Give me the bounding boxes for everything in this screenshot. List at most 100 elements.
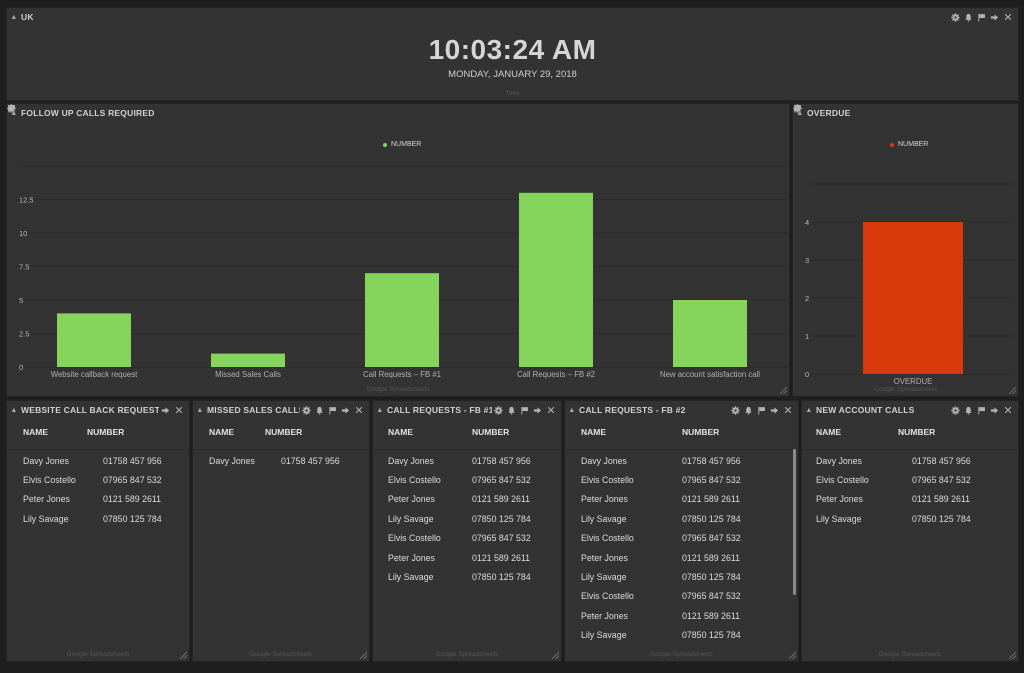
- arrow-right-icon[interactable]: [339, 404, 352, 416]
- panel-controls: [159, 404, 185, 416]
- bar: [365, 273, 439, 367]
- collapse-caret-icon[interactable]: ▲: [196, 406, 204, 414]
- gear-icon[interactable]: [729, 404, 742, 416]
- table-body: Davy Jones 01758 457 956 Elvis Costello 079…: [565, 451, 798, 645]
- flag-icon[interactable]: [326, 404, 339, 416]
- panel-title: NEW ACCOUNT CALLS: [816, 405, 915, 415]
- flag-icon[interactable]: [518, 404, 531, 416]
- contact-number: 0121 589 2611: [682, 494, 741, 505]
- arrow-right-icon[interactable]: [988, 11, 1001, 23]
- table-header: NAME NUMBER: [802, 427, 1018, 455]
- table-body: Davy Jones 01758 457 956: [193, 451, 369, 645]
- bar: [519, 192, 593, 367]
- collapse-caret-icon[interactable]: ▲: [10, 406, 18, 414]
- bar: [211, 353, 285, 367]
- y-tick-label: 4: [805, 218, 809, 227]
- panel-controls: [492, 404, 557, 416]
- table-row: Peter Jones 0121 589 2611: [802, 490, 1018, 509]
- close-icon[interactable]: [352, 404, 365, 416]
- resize-handle-icon[interactable]: [1009, 652, 1016, 659]
- legend-label: NUMBER: [898, 141, 929, 148]
- panel-header: ▲ FOLLOW UP CALLS REQUIRED: [7, 104, 789, 122]
- contact-name: Elvis Costello: [816, 475, 869, 486]
- contact-number: 07965 847 532: [472, 475, 531, 486]
- flag-icon[interactable]: [975, 11, 988, 23]
- gear-icon[interactable]: [949, 404, 962, 416]
- bell-icon[interactable]: [962, 404, 975, 416]
- arrow-right-icon[interactable]: [768, 404, 781, 416]
- gear-icon[interactable]: [300, 404, 313, 416]
- contact-number: 01758 457 956: [682, 455, 741, 466]
- resize-handle-icon[interactable]: [552, 652, 559, 659]
- resize-handle-icon[interactable]: [360, 652, 367, 659]
- contact-number: 07850 125 784: [682, 630, 741, 641]
- clock-time: 10:03:24 AM: [428, 34, 597, 65]
- scrollbar[interactable]: [793, 449, 796, 595]
- collapse-caret-icon[interactable]: ▲: [568, 406, 576, 414]
- close-icon[interactable]: [781, 404, 794, 416]
- panel-footer: Google Spreadsheets: [366, 386, 430, 393]
- contact-name: Peter Jones: [23, 494, 70, 505]
- contact-name: Elvis Costello: [23, 475, 76, 486]
- table-row: Elvis Costello 07965 847 532: [802, 470, 1018, 489]
- panel-header: ▲ UK: [7, 8, 1018, 26]
- call-requests-fb2-panel: ▲ CALL REQUESTS - FB #2 NAME NUMBER Davy…: [564, 400, 799, 662]
- bell-icon[interactable]: [313, 404, 326, 416]
- table-row: Lily Savage 07850 125 784: [373, 509, 561, 528]
- flag-icon[interactable]: [975, 404, 988, 416]
- resize-handle-icon[interactable]: [1009, 387, 1016, 394]
- table-row: Peter Jones 0121 589 2611: [373, 548, 561, 567]
- flag-icon[interactable]: [755, 404, 768, 416]
- resize-handle-icon[interactable]: [789, 652, 796, 659]
- panel-title: OVERDUE: [807, 108, 851, 118]
- bar: [673, 300, 747, 367]
- arrow-right-icon[interactable]: [159, 404, 172, 416]
- close-icon[interactable]: [1001, 404, 1014, 416]
- contact-name: Elvis Costello: [581, 475, 634, 486]
- x-tick-label: Call Requests – FB #2: [517, 370, 595, 379]
- close-icon[interactable]: [793, 104, 1014, 119]
- contact-name: Lily Savage: [581, 572, 627, 583]
- column-header-number: NUMBER: [87, 427, 125, 437]
- contact-number: 01758 457 956: [912, 455, 971, 466]
- collapse-caret-icon[interactable]: ▲: [796, 109, 804, 117]
- close-icon[interactable]: [1001, 11, 1014, 23]
- arrow-right-icon[interactable]: [531, 404, 544, 416]
- close-icon[interactable]: [7, 104, 785, 119]
- close-icon[interactable]: [544, 404, 557, 416]
- contact-number: 0121 589 2611: [472, 494, 531, 505]
- table-row: Peter Jones 0121 589 2611: [565, 606, 798, 625]
- bar: [863, 222, 963, 374]
- x-tick-label: New account satisfaction call: [660, 370, 760, 379]
- bell-icon[interactable]: [505, 404, 518, 416]
- table-row: Lily Savage 07850 125 784: [802, 509, 1018, 528]
- overdue-chart-panel: ▲ OVERDUE NUMBER 0 1 2 3 4 OVERDUE Google Spr…: [792, 103, 1019, 397]
- collapse-caret-icon[interactable]: ▲: [376, 406, 384, 414]
- contact-number: 07965 847 532: [682, 591, 741, 602]
- contact-name: Elvis Costello: [581, 591, 634, 602]
- y-tick-label: 1: [805, 332, 809, 341]
- contact-number: 0121 589 2611: [472, 552, 531, 563]
- contact-name: Davy Jones: [388, 455, 434, 466]
- divider: [7, 449, 189, 450]
- collapse-caret-icon[interactable]: ▲: [10, 109, 18, 117]
- collapse-caret-icon[interactable]: ▲: [805, 406, 813, 414]
- y-tick-label: 12.5: [19, 196, 34, 205]
- missed-sales-calls-panel: ▲ MISSED SALES CALLS NAME NUMBER Davy Jo…: [192, 400, 370, 662]
- resize-handle-icon[interactable]: [780, 387, 787, 394]
- y-tick-label: 10: [19, 229, 27, 238]
- arrow-right-icon[interactable]: [988, 404, 1001, 416]
- collapse-caret-icon[interactable]: ▲: [10, 13, 18, 21]
- gear-icon[interactable]: [492, 404, 505, 416]
- contact-number: 0121 589 2611: [682, 552, 741, 563]
- clock-panel: ▲ UK 10:03:24 AM MONDAY, JANUARY 29, 201…: [6, 7, 1019, 101]
- contact-number: 07965 847 532: [912, 475, 971, 486]
- gear-icon[interactable]: [949, 11, 962, 23]
- table-row: Davy Jones 01758 457 956: [565, 451, 798, 470]
- table-row: Peter Jones 0121 589 2611: [565, 548, 798, 567]
- bell-icon[interactable]: [742, 404, 755, 416]
- resize-handle-icon[interactable]: [180, 652, 187, 659]
- panel-header: ▲ NEW ACCOUNT CALLS: [802, 401, 1018, 419]
- bell-icon[interactable]: [962, 11, 975, 23]
- close-icon[interactable]: [172, 404, 185, 416]
